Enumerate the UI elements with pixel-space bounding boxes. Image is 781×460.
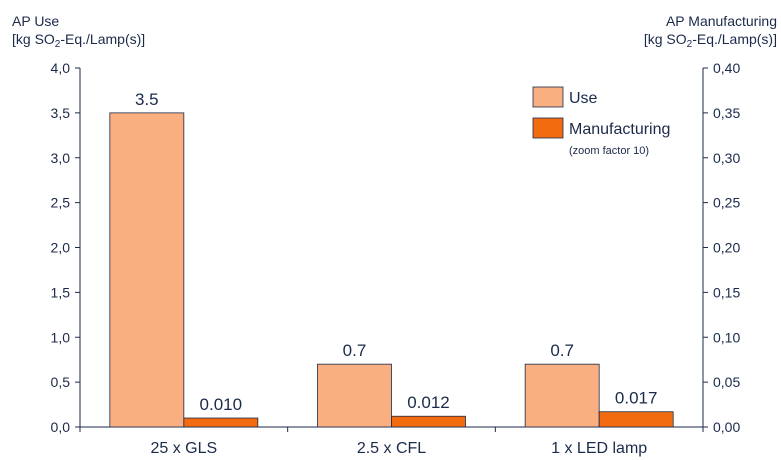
left-tick-label: 0,5 xyxy=(51,374,71,390)
category-label: 25 x GLS xyxy=(150,440,217,457)
right-axis-title-main: AP Manufacturing xyxy=(665,13,777,29)
data-label-use: 0.7 xyxy=(550,341,574,360)
bar-manufacturing xyxy=(598,411,674,428)
data-label-manufacturing: 0.012 xyxy=(407,393,450,412)
left-axis-title-main: AP Use xyxy=(12,13,60,29)
left-tick-label: 1,5 xyxy=(51,284,71,300)
right-tick-label: 0,35 xyxy=(713,105,740,121)
bar-manufacturing xyxy=(183,417,259,428)
right-tick-label: 0,00 xyxy=(713,419,740,435)
category-label: 2.5 x CFL xyxy=(357,440,426,457)
right-tick-label: 0,05 xyxy=(713,374,740,390)
right-tick-label: 0,15 xyxy=(713,284,740,300)
left-tick-label: 2,5 xyxy=(51,195,71,211)
data-label-manufacturing: 0.010 xyxy=(200,395,243,414)
legend-label-use: Use xyxy=(569,90,598,107)
left-axis-unit-pre: [kg SO xyxy=(12,31,55,47)
legend-swatch-manufacturing xyxy=(532,117,564,139)
legend-note: (zoom factor 10) xyxy=(569,145,649,157)
right-tick-label: 0,30 xyxy=(713,150,740,166)
left-axis-unit-sub: 2 xyxy=(54,39,61,50)
data-label-manufacturing: 0.017 xyxy=(615,389,658,408)
right-axis-title: AP Manufacturing [kg SO2-Eq./Lamp(s)] xyxy=(643,12,777,50)
category-label: 1 x LED lamp xyxy=(551,440,647,457)
right-tick-label: 0,10 xyxy=(713,329,740,345)
right-tick-label: 0,20 xyxy=(713,240,740,256)
bar-use xyxy=(524,363,600,428)
data-label-use: 3.5 xyxy=(135,90,159,109)
right-axis-unit-post: -Eq./Lamp(s)] xyxy=(692,31,777,47)
left-tick-label: 3,0 xyxy=(51,150,71,166)
right-tick-label: 0,25 xyxy=(713,195,740,211)
right-axis-unit-pre: [kg SO xyxy=(643,31,687,47)
bar-use xyxy=(109,112,185,428)
legend-swatch-use xyxy=(532,86,564,108)
left-tick-label: 2,0 xyxy=(51,240,71,256)
right-axis-unit: [kg SO2-Eq./Lamp(s)] xyxy=(643,30,777,50)
left-axis-title: AP Use [kg SO2-Eq./Lamp(s)] xyxy=(12,12,146,50)
left-tick-label: 1,0 xyxy=(51,329,71,345)
bar-use xyxy=(317,363,392,428)
bar-manufacturing xyxy=(391,415,466,428)
left-axis-unit: [kg SO2-Eq./Lamp(s)] xyxy=(12,30,146,50)
right-tick-label: 0,40 xyxy=(713,60,740,76)
legend-label-manufacturing: Manufacturing xyxy=(569,121,670,138)
right-axis-unit-sub: 2 xyxy=(686,39,693,50)
left-tick-label: 3,5 xyxy=(51,105,71,121)
data-label-use: 0.7 xyxy=(343,341,367,360)
left-axis-unit-post: -Eq./Lamp(s)] xyxy=(60,31,146,47)
left-tick-label: 0,0 xyxy=(51,419,71,435)
left-tick-label: 4,0 xyxy=(51,60,71,76)
